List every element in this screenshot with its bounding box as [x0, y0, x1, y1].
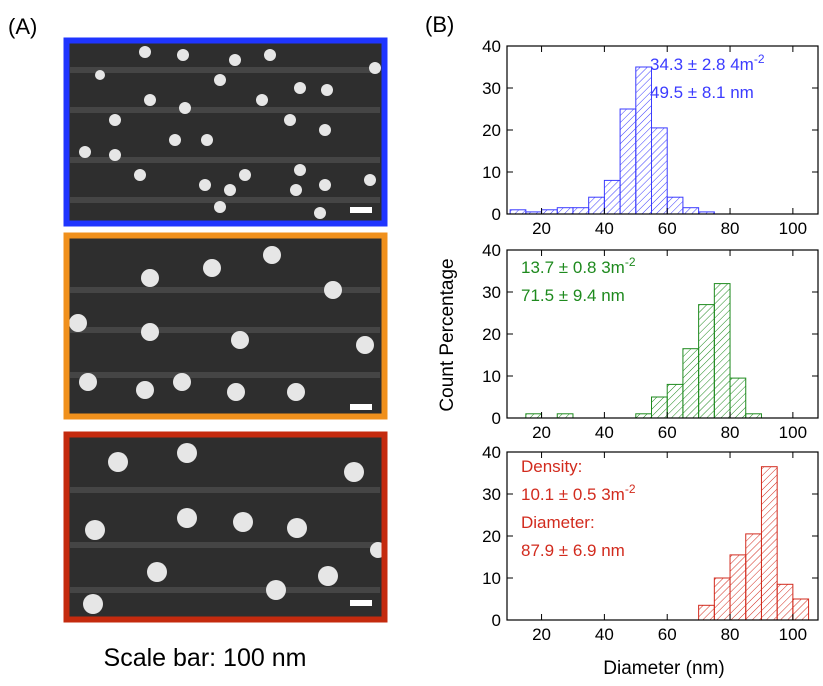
bar [745, 533, 762, 621]
bar [698, 304, 715, 419]
x-tick-label: 20 [532, 219, 551, 238]
x-tick-label: 60 [658, 625, 677, 644]
bar [666, 383, 684, 419]
bar [698, 604, 715, 621]
y-tick-label: 30 [482, 485, 501, 504]
y-tick-label: 30 [482, 79, 501, 98]
panel-label: (A) [8, 14, 37, 39]
y-tick-label: 40 [482, 37, 501, 56]
x-tick-label: 20 [532, 423, 551, 442]
y-tick-label: 0 [492, 205, 501, 224]
x-tick-label: 80 [721, 423, 740, 442]
bar [760, 466, 778, 621]
bar [556, 207, 574, 215]
annotation-text: Density: [521, 457, 582, 476]
sem-image [63, 232, 388, 420]
y-tick-label: 0 [492, 409, 501, 428]
sem-image [63, 431, 388, 623]
bar [572, 207, 590, 215]
y-tick-label: 10 [482, 569, 501, 588]
x-tick-label: 20 [532, 625, 551, 644]
bar [541, 209, 558, 215]
annotation: Diameter: [521, 513, 595, 532]
annotation-superscript: -2 [625, 482, 636, 496]
bar [682, 207, 700, 215]
annotation-text: 34.3 ± 2.8 4m [650, 55, 754, 74]
x-axis-label: Diameter (nm) [603, 658, 724, 679]
bar [635, 413, 653, 419]
x-tick-label: 40 [595, 219, 614, 238]
x-tick-label: 100 [779, 219, 807, 238]
annotation-text: 49.5 ± 8.1 nm [650, 83, 754, 102]
annotation: 49.5 ± 8.1 nm [650, 83, 754, 102]
y-tick-label: 0 [492, 611, 501, 630]
bar [651, 396, 668, 419]
bar [792, 598, 810, 621]
y-tick-label: 20 [482, 325, 501, 344]
annotation: 13.7 ± 0.8 3m-2 [521, 255, 636, 277]
y-tick-label: 40 [482, 443, 501, 462]
caption: Scale bar: 100 nm [104, 644, 307, 672]
x-tick-label: 80 [721, 219, 740, 238]
y-axis-label: Count Percentage [437, 258, 458, 411]
bar [525, 413, 543, 419]
annotation-text: 71.5 ± 9.4 nm [521, 286, 625, 305]
x-tick-label: 60 [658, 219, 677, 238]
bar [651, 127, 668, 215]
bar [619, 108, 637, 215]
y-tick-label: 30 [482, 283, 501, 302]
annotation-text: 10.1 ± 0.5 3m [521, 485, 625, 504]
x-tick-label: 80 [721, 625, 740, 644]
x-tick-label: 100 [779, 423, 807, 442]
x-tick-label: 100 [779, 625, 807, 644]
annotation-text: Diameter: [521, 513, 595, 532]
panel-label: (B) [425, 12, 454, 37]
bar [729, 377, 747, 419]
y-tick-label: 40 [482, 241, 501, 260]
bar [729, 554, 747, 621]
annotation-superscript: -2 [754, 52, 765, 66]
y-tick-label: 10 [482, 367, 501, 386]
annotation: 71.5 ± 9.4 nm [521, 286, 625, 305]
bar [745, 413, 762, 419]
bar [603, 179, 621, 215]
bar [776, 583, 794, 621]
bar [666, 196, 684, 215]
x-tick-label: 40 [595, 423, 614, 442]
annotation: 10.1 ± 0.5 3m-2 [521, 482, 636, 504]
annotation-text: 87.9 ± 6.9 nm [521, 541, 625, 560]
bar [588, 196, 605, 215]
bar [556, 413, 574, 419]
sem-image [63, 37, 388, 227]
x-tick-label: 40 [595, 625, 614, 644]
x-tick-label: 60 [658, 423, 677, 442]
y-tick-label: 10 [482, 163, 501, 182]
annotation-text: 13.7 ± 0.8 3m [521, 258, 625, 277]
bar [713, 283, 731, 419]
bar [682, 348, 700, 419]
bar [509, 209, 527, 215]
y-tick-label: 20 [482, 527, 501, 546]
annotation: 34.3 ± 2.8 4m-2 [650, 52, 765, 74]
annotation-superscript: -2 [625, 255, 636, 269]
bar [713, 577, 731, 621]
annotation: 87.9 ± 6.9 nm [521, 541, 625, 560]
annotation: Density: [521, 457, 582, 476]
y-tick-label: 20 [482, 121, 501, 140]
